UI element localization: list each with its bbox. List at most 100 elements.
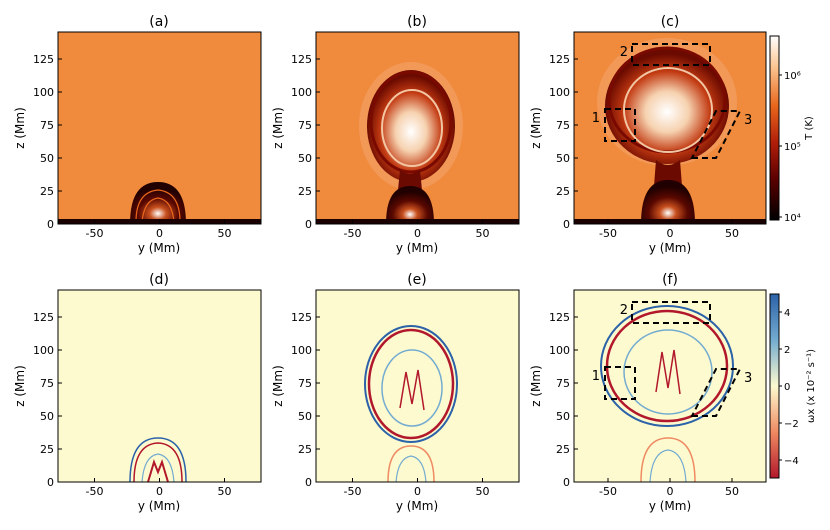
panel-c-ytick: 100: [549, 86, 570, 99]
vorticity-colorbar-tick: −2: [784, 419, 799, 430]
panel-c: 1 2 3 (c) y (Mm) z (Mm) -50 0 50 0 25 50…: [529, 14, 815, 255]
panel-b-xtick: 50: [476, 227, 490, 240]
panel-c-neck: [654, 160, 682, 186]
panel-c-xtick: -50: [599, 227, 617, 240]
temperature-colorbar-tick: 10⁵: [784, 142, 801, 153]
panel-e-bubble-inner: [381, 349, 443, 427]
temperature-colorbar-tick: 10⁶: [784, 71, 801, 82]
panel-f-xtick: 0: [667, 485, 674, 498]
panel-b-xtick: 0: [414, 227, 421, 240]
panel-e-bubble-outer: [364, 325, 458, 443]
panel-b-ytick: 100: [291, 86, 312, 99]
panel-e-yticks: 0 25 50 75 100 125: [291, 311, 320, 489]
panel-b: (b) y (Mm) z (Mm) -50 0 50 0 25 50 75 10…: [271, 14, 520, 255]
panel-c-xtick: 0: [667, 227, 674, 240]
panel-b-ytick: 0: [305, 218, 312, 231]
panel-d-ytick: 50: [40, 410, 54, 423]
panel-a-xtick: 50: [218, 227, 232, 240]
panel-f: 1 2 3 (f) y (Mm) z (Mm) -50 0 50 0 25 50…: [529, 272, 817, 513]
panel-e-ytick: 0: [305, 476, 312, 489]
panel-a-ytick: 125: [33, 53, 54, 66]
panel-d-core: [147, 458, 169, 482]
panel-c-xlabel: y (Mm): [649, 241, 691, 255]
panel-d-xlabel: y (Mm): [138, 499, 180, 513]
panel-f-region-1-label: 1: [592, 369, 600, 384]
panel-f-dome-inner: [649, 449, 687, 482]
panel-c-ylabel: z (Mm): [529, 107, 543, 149]
panel-c-region-1: [604, 108, 636, 142]
panel-d-dome-mid: [133, 442, 183, 482]
panel-b-ylabel: z (Mm): [271, 107, 285, 149]
temperature-colorbar-label: T (K): [804, 116, 815, 141]
panel-b-xlabel: y (Mm): [396, 241, 438, 255]
panel-f-xtick: 50: [725, 485, 739, 498]
panel-d-xticks: -50 0 50: [86, 478, 232, 498]
panel-c-region-2-label: 2: [620, 45, 628, 60]
panel-c-ytick: 125: [549, 53, 570, 66]
panel-e-ytick: 50: [298, 410, 312, 423]
panel-c-bubble-ring-inner: [623, 67, 713, 153]
panel-d-xtick: 0: [156, 485, 163, 498]
panel-a-ytick: 100: [33, 86, 54, 99]
panel-a-xtick: 0: [156, 227, 163, 240]
panel-f-background: [574, 290, 766, 482]
panel-e-core: [399, 369, 425, 411]
panel-c-region-1-label: 1: [592, 111, 600, 126]
panel-a-ytick: 0: [47, 218, 54, 231]
panel-e-xtick: 0: [414, 485, 421, 498]
panel-d-dome-inner: [141, 453, 175, 482]
vorticity-colorbar-gradient: [769, 293, 780, 479]
panel-d-background: [58, 290, 261, 482]
panel-d-xtick: -50: [86, 485, 104, 498]
panel-a-ytick: 25: [40, 185, 54, 198]
panel-f-title: (f): [662, 272, 678, 288]
panel-c-region-3: [690, 110, 742, 159]
panel-d-yticks: 0 25 50 75 100 125: [33, 311, 62, 489]
panel-d-ytick: 75: [40, 377, 54, 390]
panel-b-bubble-ring-inner: [381, 89, 443, 167]
panel-f-xlabel: y (Mm): [649, 499, 691, 513]
panel-f-ytick: 0: [563, 476, 570, 489]
panel-e-dome-inner: [395, 455, 427, 482]
panel-f-yticks: 0 25 50 75 100 125: [549, 311, 578, 489]
panel-e-xlabel: y (Mm): [396, 499, 438, 513]
panel-d: (d) y (Mm) z (Mm) -50 0 50 0 25 50 75 10…: [13, 272, 262, 513]
panel-e-title: (e): [407, 272, 427, 288]
panel-f-xtick: -50: [599, 485, 617, 498]
panel-e-background: [316, 290, 519, 482]
panel-d-ytick: 25: [40, 443, 54, 456]
panel-c-ytick: 25: [556, 185, 570, 198]
panel-c-ytick: 75: [556, 119, 570, 132]
panel-a: (a) y (Mm) z (Mm) -50 0 50 0 25 50 75 10…: [13, 14, 262, 255]
panel-f-regions: [604, 301, 742, 417]
vorticity-colorbar-tick: 0: [784, 382, 790, 393]
panel-e-xtick: 50: [476, 485, 490, 498]
vorticity-colorbar-label: ωx (x 10⁻² s⁻¹): [806, 349, 817, 423]
panel-c-dome: [641, 180, 695, 224]
panel-e: (e) y (Mm) z (Mm) -50 0 50 0 25 50 75 10…: [271, 272, 520, 513]
panel-f-ytick: 75: [556, 377, 570, 390]
vorticity-colorbar-tick: 2: [784, 345, 790, 356]
panel-c-xtick: 50: [725, 227, 739, 240]
panel-b-yticks: 0 25 50 75 100 125: [291, 53, 320, 231]
panel-c-title: (c): [661, 14, 680, 30]
temperature-colorbar-tick: 10⁴: [784, 213, 801, 224]
panel-e-ytick: 25: [298, 443, 312, 456]
panel-f-ylabel: z (Mm): [529, 365, 543, 407]
vorticity-colorbar: 4 2 0 −2 −4 ωx (x 10⁻² s⁻¹): [769, 293, 817, 479]
panel-c-yticks: 0 25 50 75 100 125: [549, 53, 578, 231]
panel-a-xlabel: y (Mm): [138, 241, 180, 255]
panel-b-ytick: 75: [298, 119, 312, 132]
panel-e-ytick: 125: [291, 311, 312, 324]
panel-c-regions: [604, 43, 742, 159]
panel-a-title: (a): [149, 14, 169, 30]
vorticity-colorbar-tick: 4: [784, 308, 790, 319]
panel-f-bubble-inner: [623, 329, 713, 415]
panel-e-xticks: -50 0 50: [344, 478, 490, 498]
panel-f-region-3: [690, 368, 742, 417]
panel-f-region-1: [604, 366, 636, 400]
panel-d-ytick: 100: [33, 344, 54, 357]
panel-f-xticks: -50 0 50: [599, 478, 739, 498]
panel-e-dome: [387, 445, 435, 482]
panel-b-ytick: 125: [291, 53, 312, 66]
